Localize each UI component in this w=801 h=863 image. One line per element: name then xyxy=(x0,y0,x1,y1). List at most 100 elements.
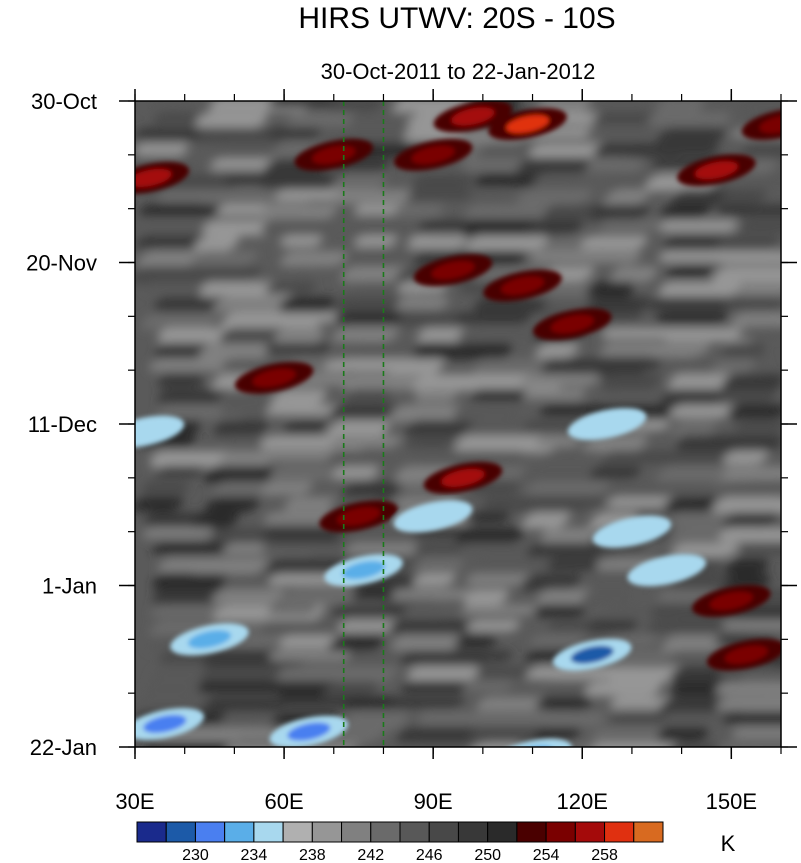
colorbar-swatch xyxy=(194,821,226,843)
background-band xyxy=(261,481,313,495)
background-band xyxy=(349,112,422,125)
cold-feature-core xyxy=(645,561,689,580)
background-band xyxy=(329,435,402,448)
colorbar-swatch xyxy=(165,821,196,843)
background-band xyxy=(464,204,565,219)
background-band xyxy=(412,573,456,587)
background-band xyxy=(193,512,239,529)
background-band xyxy=(647,112,731,126)
background-band xyxy=(671,420,717,437)
anomaly-features xyxy=(135,101,781,747)
background-band xyxy=(158,189,217,202)
colorbar-swatch xyxy=(253,821,284,843)
background-band xyxy=(520,573,582,592)
y-tick-label: 30-Oct xyxy=(31,89,97,114)
background-band xyxy=(454,635,498,648)
x-tick-label: 60E xyxy=(264,789,303,814)
background-band xyxy=(396,296,449,310)
background-band xyxy=(601,327,686,339)
background-band xyxy=(722,466,781,481)
background-band xyxy=(666,266,716,278)
background-band xyxy=(720,189,767,205)
background-band xyxy=(730,312,781,327)
background-band xyxy=(610,266,658,283)
background-band xyxy=(465,343,511,357)
background-band xyxy=(346,389,393,402)
background-band xyxy=(131,758,195,770)
background-band xyxy=(535,696,593,710)
chart-subtitle: 30-Oct-2011 to 22-Jan-2012 xyxy=(321,59,596,84)
background-band xyxy=(344,250,410,268)
background-band xyxy=(721,512,779,530)
background-band xyxy=(586,573,641,585)
background-band xyxy=(661,635,733,651)
background-band xyxy=(331,604,422,616)
background-band xyxy=(326,420,391,438)
background-band xyxy=(211,589,286,604)
background-band xyxy=(526,220,583,237)
background-band xyxy=(407,666,480,681)
time-bands xyxy=(131,101,781,776)
cold-feature-core xyxy=(143,714,187,733)
background-band xyxy=(582,435,648,453)
background-band xyxy=(540,527,596,544)
background-band xyxy=(586,281,635,299)
background-band xyxy=(206,727,291,739)
background-band xyxy=(470,389,532,401)
background-band xyxy=(739,173,781,188)
colorbar-swatch xyxy=(545,821,576,843)
background-band xyxy=(739,220,781,232)
background-band xyxy=(279,235,323,247)
background-band xyxy=(141,481,190,495)
background-band xyxy=(327,635,384,654)
background-band xyxy=(670,543,739,558)
x-axis: 30E 60E 90E 120E 150E xyxy=(115,89,782,814)
background-band xyxy=(196,758,281,773)
background-band xyxy=(345,543,419,555)
colorbar-unit: K xyxy=(721,831,736,856)
background-band xyxy=(540,712,605,727)
background-band xyxy=(333,189,412,204)
background-band xyxy=(586,158,644,172)
colorbar-swatch xyxy=(516,821,547,843)
background-band xyxy=(722,712,781,723)
background-band xyxy=(144,743,229,747)
x-tick-label: 30E xyxy=(115,789,154,814)
background-band xyxy=(724,573,771,589)
background-band xyxy=(673,143,719,157)
background-band xyxy=(711,358,756,374)
background-band xyxy=(663,496,719,512)
background-band xyxy=(726,404,781,419)
warm-feature-core xyxy=(759,115,781,134)
background-band xyxy=(526,666,638,680)
background-band xyxy=(585,127,657,138)
colorbar-swatch xyxy=(282,821,313,843)
background-band xyxy=(586,619,638,632)
cold-feature-core xyxy=(610,522,654,541)
warm-feature-core xyxy=(451,107,495,126)
background-band xyxy=(135,496,184,512)
background-band xyxy=(267,604,318,616)
background-band xyxy=(153,112,205,125)
background-band xyxy=(457,650,513,662)
background-band xyxy=(455,758,515,776)
background-band xyxy=(723,450,769,465)
colorbar-swatch xyxy=(311,821,343,843)
background-band xyxy=(536,435,582,447)
background-band xyxy=(327,450,389,463)
background-band xyxy=(190,250,258,268)
background-band xyxy=(341,481,401,500)
background-band xyxy=(461,604,553,616)
background-band xyxy=(209,101,313,112)
background-band xyxy=(532,173,585,188)
colorbar-swatch xyxy=(399,821,430,843)
background-band xyxy=(588,204,650,220)
colorbar-swatch xyxy=(574,821,606,843)
background-band xyxy=(539,450,600,461)
background-band xyxy=(394,204,444,218)
background-band xyxy=(204,466,274,484)
cold-feature-core xyxy=(135,422,167,441)
colorbar-swatch xyxy=(341,821,372,843)
background-band xyxy=(712,496,781,514)
